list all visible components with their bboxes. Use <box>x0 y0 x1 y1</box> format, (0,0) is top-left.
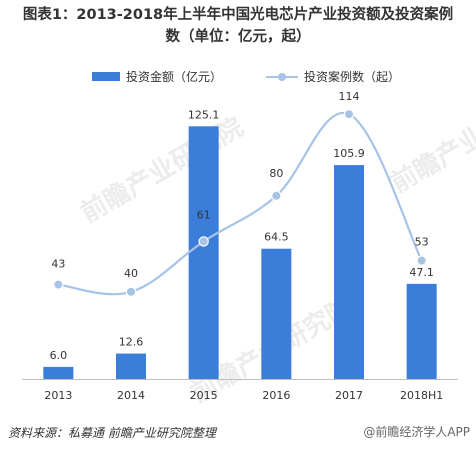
bar-label-2013: 6.0 <box>50 349 68 362</box>
source-footer: 资料来源：私募通 前瞻产业研究院整理 <box>8 426 216 440</box>
legend-item-bar: 投资金额（亿元） <box>92 68 222 85</box>
bar-2018H1 <box>406 283 437 379</box>
line-label-2014: 40 <box>124 267 138 280</box>
chart-title-line-2: 数（单位：亿元，起） <box>165 29 311 45</box>
legend-bar-swatch <box>92 72 120 81</box>
legend-line-swatch <box>266 71 298 83</box>
bar-label-2015: 125.1 <box>188 108 220 121</box>
bar-2013 <box>43 366 74 379</box>
line-point-2013 <box>53 279 64 290</box>
chart-title-line-1: 图表1：2013-2018年上半年中国光电芯片产业投资额及投资案例 <box>22 7 454 23</box>
x-tick-2013: 2013 <box>44 389 72 402</box>
line-label-2018H1: 53 <box>415 236 429 249</box>
line-point-2015 <box>198 236 209 247</box>
legend-line-label: 投资案例数（起） <box>304 70 401 84</box>
bar-2017 <box>334 165 364 379</box>
line-label-2013: 43 <box>51 258 65 271</box>
bar-2016 <box>261 248 292 379</box>
x-tick-2014: 2014 <box>117 389 145 402</box>
legend-item-line: 投资案例数（起） <box>266 68 400 85</box>
bar-2015 <box>188 126 219 379</box>
bar-label-2017: 105.9 <box>333 147 365 160</box>
bar-2014 <box>116 353 146 379</box>
line-point-2016 <box>271 190 282 201</box>
line-point-2017 <box>343 108 355 120</box>
x-tick-2015: 2015 <box>190 389 218 402</box>
source-watermark: @前瞻经济学人APP <box>363 425 470 439</box>
line-point-2014 <box>125 286 137 297</box>
legend-bar-label: 投资金额（亿元） <box>126 70 223 84</box>
line-point-2018H1 <box>416 255 427 266</box>
x-tick-2017: 2017 <box>335 389 363 402</box>
line-label-2015: 61 <box>197 208 211 221</box>
bar-label-2018H1: 47.1 <box>409 266 434 279</box>
chart-title: 图表1：2013-2018年上半年中国光电芯片产业投资额及投资案例 数（单位：亿… <box>8 4 468 48</box>
line-label-2017: 114 <box>339 90 360 103</box>
bar-label-2014: 12.6 <box>119 336 144 349</box>
bar-label-2016: 64.5 <box>264 231 289 244</box>
chart-legend: 投资金额（亿元） 投资案例数（起） <box>0 68 476 88</box>
line-label-2016: 80 <box>269 167 283 180</box>
line-series-path <box>58 111 423 296</box>
x-tick-2016: 2016 <box>262 389 290 402</box>
x-tick-2018H1: 2018H1 <box>400 389 443 402</box>
